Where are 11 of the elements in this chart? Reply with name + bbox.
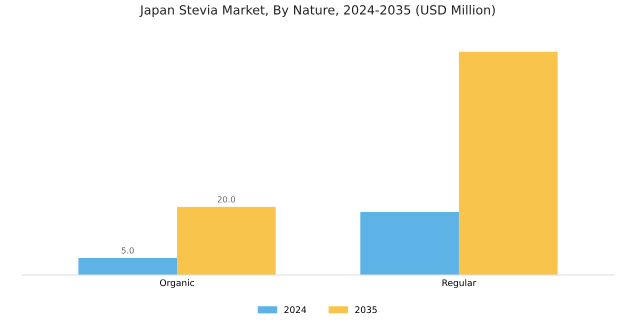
bar: [458, 52, 558, 275]
legend-label: 2024: [284, 306, 306, 314]
bar: [360, 212, 459, 275]
x-tick-label: Regular: [442, 279, 476, 288]
data-label: 20.0: [218, 196, 236, 203]
bar: [78, 258, 178, 275]
data-label: 5.0: [122, 247, 134, 254]
legend-label: 2035: [355, 306, 377, 314]
x-tick-label: Organic: [160, 279, 194, 288]
bar: [177, 206, 276, 275]
chart-title: Japan Stevia Market, By Nature, 2024-2035 (USD Million): [139, 4, 495, 18]
